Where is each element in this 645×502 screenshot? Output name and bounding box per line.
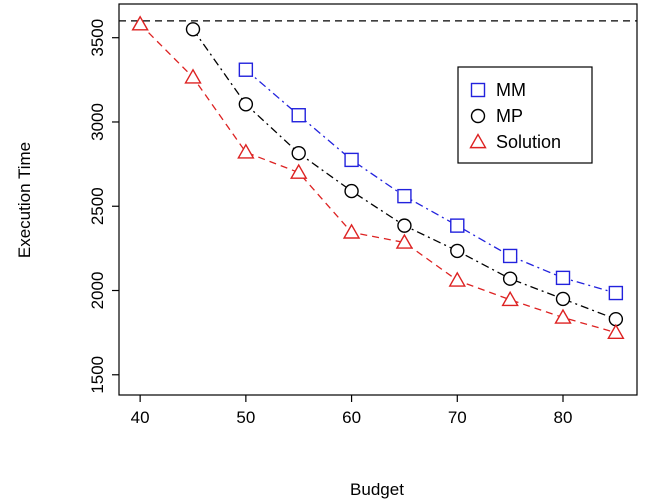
x-axis-title: Budget bbox=[350, 480, 404, 499]
data-point bbox=[238, 62, 254, 77]
legend-marker bbox=[470, 108, 486, 124]
series-line bbox=[245, 69, 617, 294]
data-point bbox=[395, 233, 414, 249]
data-point bbox=[608, 311, 624, 327]
legend-label: Solution bbox=[496, 132, 561, 152]
y-tick-label: 2500 bbox=[88, 187, 107, 225]
data-point bbox=[291, 145, 306, 161]
series-mm bbox=[238, 62, 624, 301]
legend: MM MP Solution bbox=[457, 66, 593, 164]
data-point bbox=[131, 15, 149, 31]
series-solution bbox=[131, 15, 625, 339]
data-point bbox=[342, 223, 361, 239]
axis-layer: 40 50 60 70 80 1500 2000 2500 3000 3500 bbox=[88, 19, 572, 427]
data-point bbox=[448, 271, 466, 287]
data-point bbox=[397, 218, 412, 233]
data-point bbox=[501, 290, 519, 307]
y-tick-label: 3000 bbox=[88, 103, 107, 141]
data-point bbox=[502, 271, 518, 286]
data-point bbox=[238, 97, 254, 112]
legend-label: MM bbox=[496, 80, 526, 100]
data-point bbox=[608, 285, 624, 301]
data-point bbox=[291, 108, 306, 123]
data-point bbox=[397, 188, 412, 204]
data-point bbox=[554, 308, 572, 324]
data-point bbox=[502, 248, 518, 264]
data-point bbox=[344, 152, 359, 168]
y-tick-label: 2000 bbox=[88, 272, 107, 310]
legend-marker bbox=[469, 133, 487, 149]
y-tick-label: 3500 bbox=[88, 19, 107, 57]
data-point bbox=[290, 163, 308, 179]
x-tick-label: 60 bbox=[342, 408, 361, 427]
legend-label: MP bbox=[496, 106, 523, 126]
legend-marker bbox=[470, 82, 486, 98]
data-point bbox=[344, 183, 359, 199]
data-point bbox=[450, 218, 465, 233]
data-point bbox=[555, 270, 571, 286]
data-point bbox=[555, 291, 571, 307]
series-mp bbox=[185, 22, 624, 327]
x-tick-label: 40 bbox=[131, 408, 150, 427]
y-axis-title: Execution Time bbox=[15, 142, 34, 258]
x-tick-label: 70 bbox=[448, 408, 467, 427]
x-tick-label: 50 bbox=[236, 408, 255, 427]
series-layer bbox=[131, 15, 625, 339]
x-tick-label: 80 bbox=[554, 408, 573, 427]
data-point bbox=[237, 143, 255, 159]
y-tick-label: 1500 bbox=[88, 356, 107, 394]
data-point bbox=[185, 22, 201, 37]
data-point bbox=[450, 243, 465, 259]
data-point bbox=[607, 323, 625, 339]
plot-frame bbox=[118, 3, 638, 396]
series-line bbox=[139, 23, 617, 334]
data-point bbox=[184, 68, 202, 84]
